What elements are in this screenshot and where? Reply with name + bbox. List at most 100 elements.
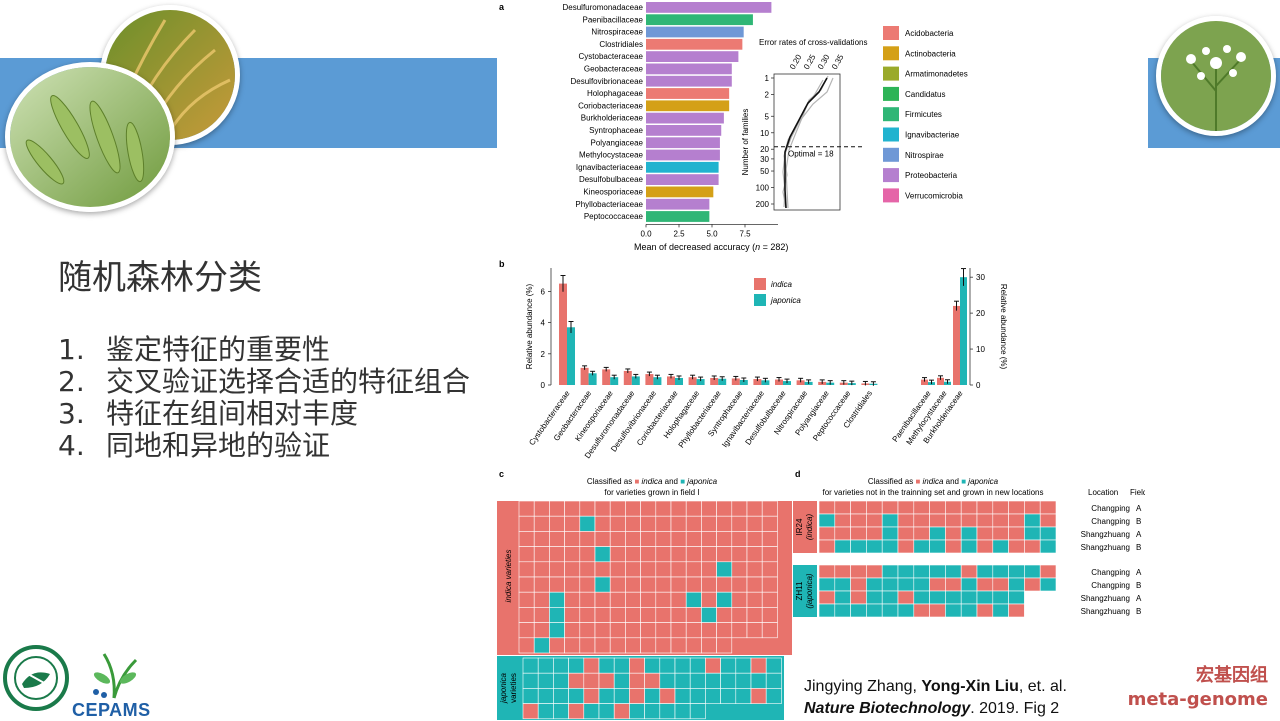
heatmap-cell bbox=[594, 546, 611, 563]
indica-bar bbox=[731, 378, 740, 385]
heatmap-cell bbox=[594, 637, 611, 654]
heatmap-cell bbox=[625, 531, 641, 547]
heatmap-cell bbox=[834, 577, 851, 592]
heatmap-cell bbox=[674, 688, 691, 704]
heatmap-cell bbox=[518, 607, 535, 623]
bullet-text: 鉴定特征的重要性 bbox=[106, 333, 331, 366]
heatmap-cell bbox=[549, 591, 565, 608]
heatmap-cell bbox=[850, 526, 867, 541]
heatmap-cell bbox=[929, 564, 946, 579]
heatmap-cell bbox=[533, 546, 550, 563]
heatmap-cell bbox=[685, 561, 702, 578]
bullet-text: 特征在组间相对丰度 bbox=[106, 397, 359, 430]
heatmap-cell bbox=[568, 672, 585, 689]
heatmap-cell bbox=[1039, 526, 1057, 541]
inset-x-tick-label: 0.25 bbox=[802, 53, 818, 71]
right-y-tick-label: 10 bbox=[976, 345, 985, 354]
heatmap-cell bbox=[594, 622, 611, 639]
heatmap-cell bbox=[640, 500, 657, 517]
heatmap-cell bbox=[897, 526, 915, 541]
heatmap-cell bbox=[818, 500, 836, 515]
heatmap-cell bbox=[735, 672, 752, 689]
japonica-bar bbox=[653, 377, 662, 385]
y-tick-label: 6 bbox=[541, 287, 546, 296]
heatmap-cell bbox=[731, 500, 748, 517]
row-location-label: Shangzhuang bbox=[1081, 530, 1130, 539]
heatmap-cell bbox=[640, 531, 657, 547]
heatmap-cell bbox=[761, 622, 778, 639]
heatmap-cell bbox=[564, 576, 581, 593]
heatmap-cell bbox=[913, 500, 930, 515]
heatmap-cell bbox=[746, 546, 763, 563]
importance-bar bbox=[646, 63, 732, 75]
heatmap-cell bbox=[716, 515, 733, 532]
heatmap-cell bbox=[701, 546, 717, 563]
heatmap-cell bbox=[746, 531, 763, 547]
legend-swatch-japonica bbox=[754, 294, 766, 306]
legend-swatch bbox=[883, 107, 899, 122]
heatmap-cell bbox=[564, 546, 581, 563]
heatmap-cell bbox=[720, 657, 737, 674]
heatmap-cell bbox=[594, 607, 611, 623]
row-field-label: A bbox=[1136, 594, 1142, 603]
heatmap-cell bbox=[549, 515, 565, 532]
heatmap-cell bbox=[1024, 564, 1041, 579]
row-field-label: A bbox=[1136, 568, 1142, 577]
heatmap-cell bbox=[689, 672, 706, 689]
heatmap-cell bbox=[598, 688, 615, 704]
bullet-number: 2. bbox=[58, 365, 85, 398]
inset-y-tick-label: 200 bbox=[756, 200, 770, 209]
heatmap-cell bbox=[564, 561, 581, 578]
heatmap-cell bbox=[866, 539, 883, 554]
bullet-number: 1. bbox=[58, 333, 85, 366]
heatmap-cell bbox=[629, 688, 645, 704]
importance-bar bbox=[646, 88, 730, 99]
optimal-label: Optimal = 18 bbox=[788, 150, 834, 159]
heatmap-cell bbox=[701, 607, 717, 623]
heatmap-cell bbox=[685, 637, 702, 654]
importance-bar bbox=[646, 26, 744, 38]
legend-label: Firmicutes bbox=[905, 110, 942, 119]
heatmap-cell bbox=[670, 591, 687, 608]
heatmap-cell bbox=[594, 561, 611, 578]
heatmap-cell bbox=[945, 564, 962, 579]
row-field-label: B bbox=[1136, 581, 1141, 590]
citation-journal: Nature Biotechnology bbox=[804, 700, 971, 717]
heatmap-cell bbox=[746, 591, 763, 608]
heatmap-cell bbox=[731, 576, 748, 593]
right-y-axis-label: Relative abundance (%) bbox=[999, 284, 1008, 370]
indica-bar bbox=[921, 379, 928, 385]
heatmap-cell bbox=[564, 622, 581, 639]
importance-bar bbox=[646, 112, 724, 124]
heatmap-cell bbox=[659, 703, 676, 720]
legend-label: Nitrospirae bbox=[905, 151, 944, 160]
heatmap-cell bbox=[976, 564, 994, 579]
heatmap-cell bbox=[881, 577, 899, 592]
family-label: Geobacteraceae bbox=[584, 65, 644, 74]
heatmap-cell bbox=[579, 607, 596, 623]
heatmap-cell bbox=[613, 703, 630, 720]
japonica-bar bbox=[718, 378, 727, 385]
japonica-bar bbox=[567, 327, 575, 385]
heatmap-cell bbox=[640, 591, 657, 608]
heatmap-cell bbox=[746, 622, 763, 639]
heatmap-cell bbox=[701, 500, 717, 517]
heatmap-cell bbox=[929, 500, 946, 515]
heatmap-cell bbox=[598, 672, 615, 689]
panel-label-d: d bbox=[795, 469, 801, 479]
heatmap-cell bbox=[598, 703, 615, 720]
heatmap-cell bbox=[881, 500, 899, 515]
heatmap-cell bbox=[866, 577, 883, 592]
group-label-block bbox=[793, 565, 817, 617]
brand-line-cn: 宏基因组 bbox=[1196, 665, 1268, 686]
y-tick-label: 0 bbox=[541, 381, 546, 390]
heatmap-cell bbox=[579, 515, 596, 532]
heatmap-cell bbox=[629, 703, 645, 720]
y-tick-label: 4 bbox=[541, 319, 546, 328]
heatmap-cell bbox=[518, 546, 535, 563]
x-tick-label: 5.0 bbox=[706, 229, 718, 238]
heatmap-cell bbox=[579, 591, 596, 608]
legend-label-indica: indica bbox=[771, 280, 792, 289]
heatmap-cell bbox=[834, 500, 851, 515]
heatmap-cell bbox=[594, 500, 611, 517]
